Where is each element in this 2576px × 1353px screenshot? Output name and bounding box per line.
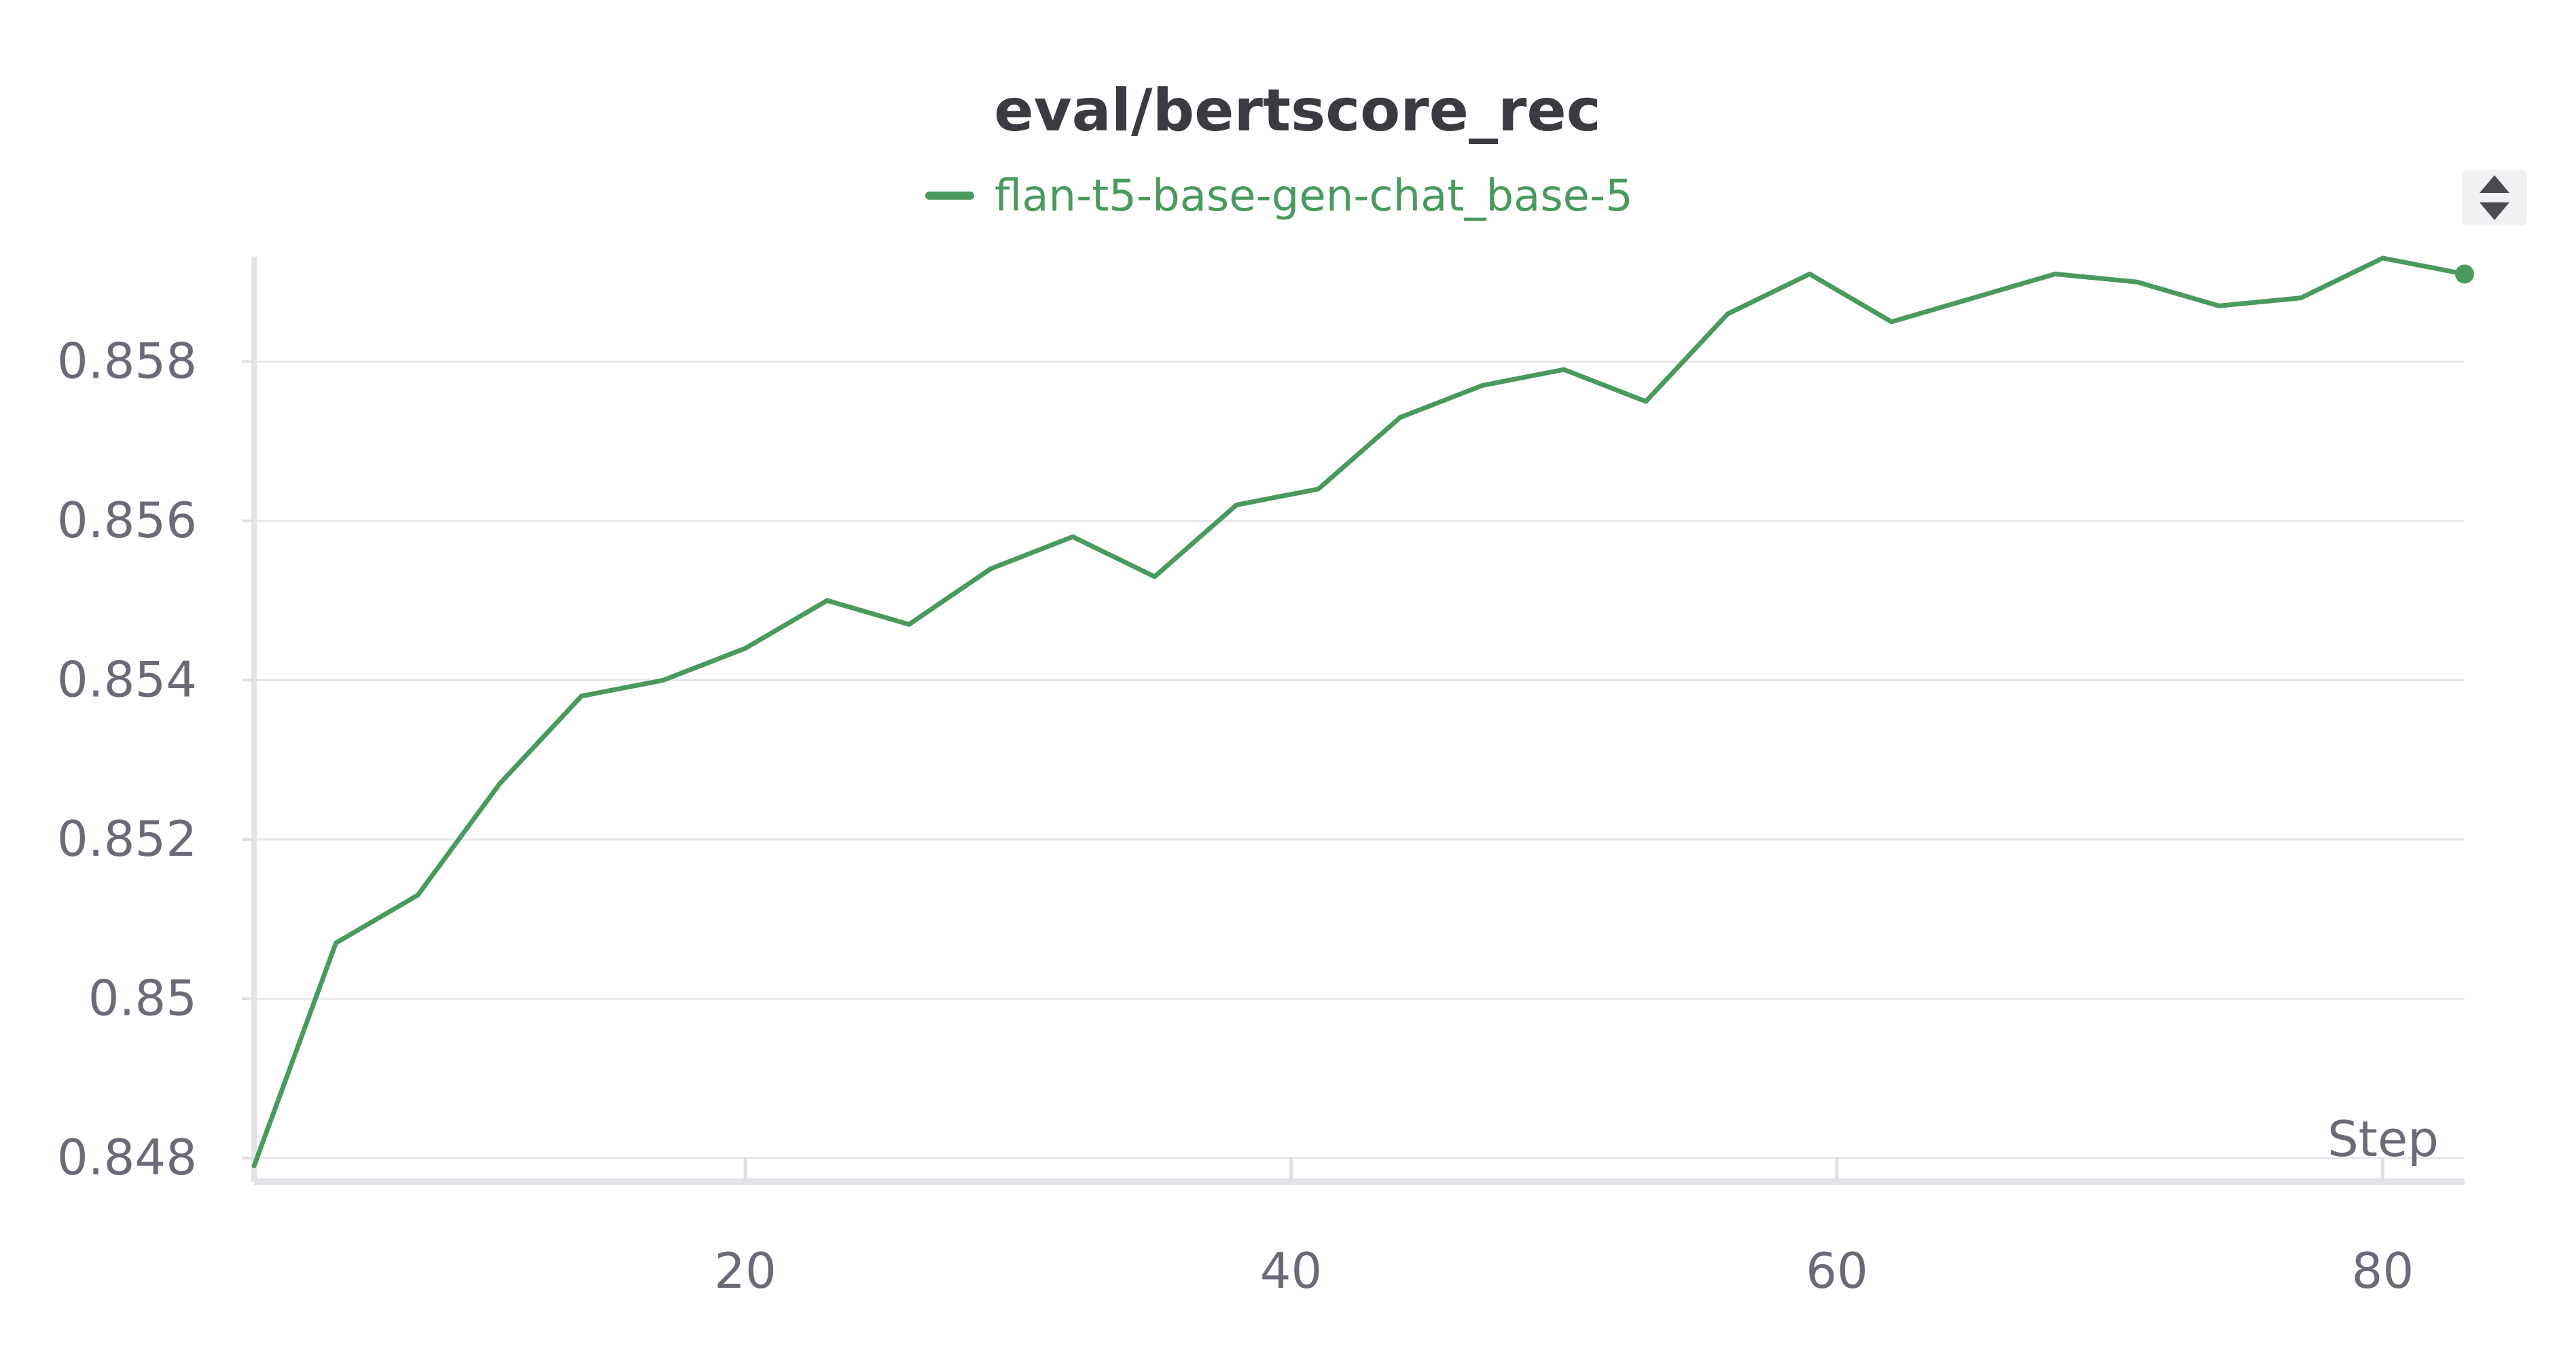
y-tick-label: 0.852 (57, 810, 197, 867)
x-tick-label: 20 (714, 1242, 776, 1299)
axes (251, 257, 2465, 1185)
series-line[interactable] (251, 255, 2467, 1169)
y-tick-label: 0.856 (57, 492, 197, 549)
y-axis-ticks: 0.848 0.85 0.852 0.854 0.856 0.858 (57, 332, 254, 1186)
sort-up-down-icon[interactable] (2462, 170, 2527, 226)
x-tick-label: 40 (1260, 1242, 1323, 1299)
legend-entry-label: flan-t5-base-gen-chat_base-5 (995, 171, 1633, 221)
grid-lines (254, 360, 2465, 1159)
x-axis-label: Step (2327, 1111, 2439, 1168)
y-tick-label: 0.848 (57, 1129, 197, 1186)
y-tick-label: 0.85 (88, 969, 197, 1026)
y-tick-label: 0.854 (57, 651, 197, 708)
legend[interactable]: flan-t5-base-gen-chat_base-5 (925, 171, 1633, 221)
x-tick-label: 80 (2352, 1242, 2414, 1299)
x-axis-ticks: 20 40 60 80 (714, 1157, 2414, 1299)
series-end-marker[interactable] (2455, 264, 2474, 284)
x-tick-label: 60 (1806, 1242, 1868, 1299)
y-tick-label: 0.858 (57, 332, 197, 389)
chart-title: eval/bertscore_rec (994, 77, 1600, 145)
series-layer (251, 255, 2474, 1169)
